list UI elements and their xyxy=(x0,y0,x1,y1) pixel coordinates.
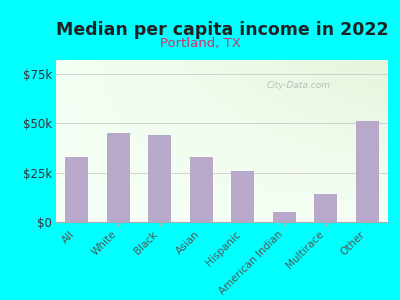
Title: Median per capita income in 2022: Median per capita income in 2022 xyxy=(56,21,388,39)
Bar xyxy=(190,157,213,222)
Text: Portland, TX: Portland, TX xyxy=(160,38,240,50)
Bar xyxy=(231,171,254,222)
Text: City-Data.com: City-Data.com xyxy=(266,81,330,90)
Bar xyxy=(314,194,337,222)
Bar xyxy=(65,157,88,222)
Bar xyxy=(273,212,296,222)
Bar xyxy=(107,133,130,222)
Bar xyxy=(356,121,379,222)
Bar xyxy=(148,135,171,222)
